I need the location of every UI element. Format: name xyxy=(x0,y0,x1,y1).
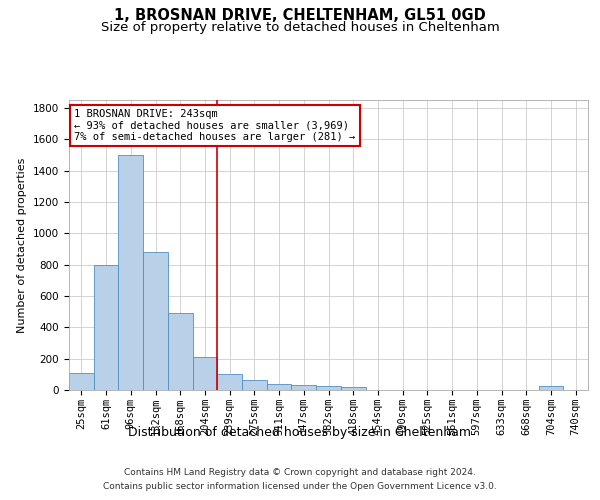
Bar xyxy=(242,380,267,390)
Bar xyxy=(539,386,563,390)
Y-axis label: Number of detached properties: Number of detached properties xyxy=(17,158,28,332)
Bar xyxy=(143,252,168,390)
Bar xyxy=(217,374,242,390)
Bar xyxy=(94,264,118,390)
Bar xyxy=(341,387,365,390)
Text: Size of property relative to detached houses in Cheltenham: Size of property relative to detached ho… xyxy=(101,22,499,35)
Bar xyxy=(118,155,143,390)
Bar xyxy=(168,313,193,390)
Bar xyxy=(316,386,341,390)
Text: 1 BROSNAN DRIVE: 243sqm
← 93% of detached houses are smaller (3,969)
7% of semi-: 1 BROSNAN DRIVE: 243sqm ← 93% of detache… xyxy=(74,108,355,142)
Bar xyxy=(193,357,217,390)
Bar xyxy=(292,386,316,390)
Text: 1, BROSNAN DRIVE, CHELTENHAM, GL51 0GD: 1, BROSNAN DRIVE, CHELTENHAM, GL51 0GD xyxy=(114,8,486,22)
Text: Contains public sector information licensed under the Open Government Licence v3: Contains public sector information licen… xyxy=(103,482,497,491)
Text: Distribution of detached houses by size in Cheltenham: Distribution of detached houses by size … xyxy=(128,426,472,439)
Text: Contains HM Land Registry data © Crown copyright and database right 2024.: Contains HM Land Registry data © Crown c… xyxy=(124,468,476,477)
Bar xyxy=(69,373,94,390)
Bar xyxy=(267,384,292,390)
